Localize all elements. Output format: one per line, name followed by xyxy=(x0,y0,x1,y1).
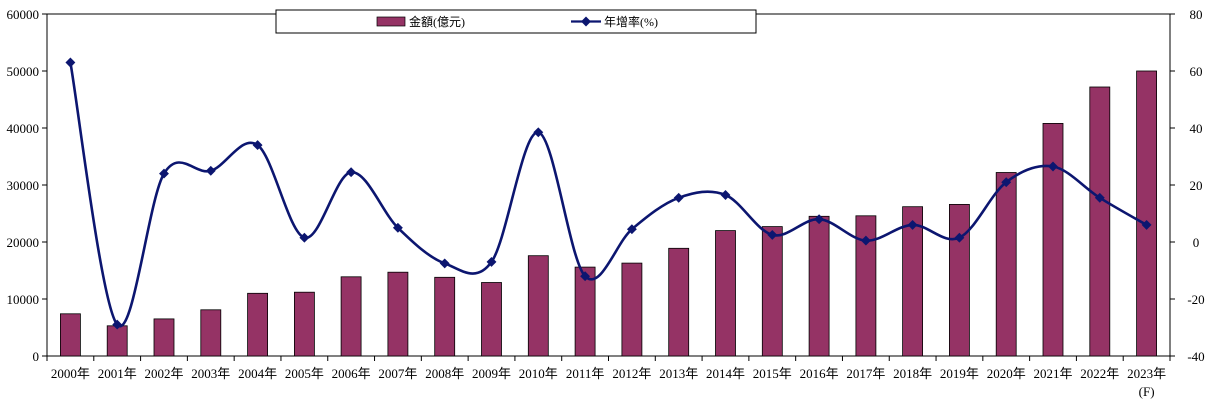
x-axis-category-label: 2005年 xyxy=(285,366,324,381)
x-axis-category-label: 2002年 xyxy=(144,366,183,381)
line-point-marker xyxy=(1094,192,1105,203)
line-point-marker xyxy=(1048,161,1058,172)
bar xyxy=(574,266,596,357)
left-axis-tick-label: 20000 xyxy=(7,235,40,250)
line-point-marker xyxy=(580,271,591,282)
right-axis-tick-label: 80 xyxy=(1190,7,1203,22)
bar xyxy=(902,206,923,357)
left-axis-tick-label: 40000 xyxy=(7,121,40,136)
line-point-marker xyxy=(720,190,731,200)
legend-line-label: 年增率(%) xyxy=(604,14,658,29)
line-point-marker xyxy=(533,127,544,138)
bar xyxy=(200,309,222,357)
line-point-marker xyxy=(486,256,497,267)
x-axis-category-label: 2009年 xyxy=(472,366,511,381)
bar xyxy=(668,247,690,357)
x-axis-category-label: 2021年 xyxy=(1033,366,1072,381)
line-point-marker xyxy=(860,235,871,246)
line-point-marker xyxy=(1141,219,1152,230)
x-axis-category-label: 2000年 xyxy=(51,366,90,381)
x-axis-category-label: 2020年 xyxy=(987,366,1026,381)
x-axis-category-label: 2022年 xyxy=(1080,366,1119,381)
axes: 0 10000 20000 30000 40000 50000 60000 -40 -20 0 20… xyxy=(7,7,1205,399)
x-axis-category-label: 2023年 xyxy=(1127,366,1166,381)
left-axis-tick-label: 50000 xyxy=(7,64,40,79)
line-point-marker xyxy=(252,140,263,151)
bar xyxy=(153,318,175,357)
legend: 金額(億元) 年增率(%) xyxy=(275,9,757,34)
x-axis-category-label: 2012年 xyxy=(612,366,651,381)
x-axis-category-label: 2001年 xyxy=(98,366,137,381)
x-axis-category-label: 2010年 xyxy=(519,366,558,381)
bar xyxy=(949,203,970,357)
bar xyxy=(995,172,1017,357)
x-axis-category-label: 2006年 xyxy=(332,366,371,381)
x-axis-category-label: 2016年 xyxy=(800,366,839,381)
bar xyxy=(1042,123,1064,357)
x-axis-category-label: 2019年 xyxy=(940,366,979,381)
right-axis-tick-label: -20 xyxy=(1187,292,1204,307)
line-point-marker xyxy=(159,168,169,179)
bar xyxy=(340,276,362,357)
right-axis-tick-label: 0 xyxy=(1193,235,1200,250)
line-point-marker xyxy=(205,165,216,176)
bar xyxy=(527,255,549,357)
x-axis-category-label: 2017年 xyxy=(846,366,885,381)
right-axis-tick-label: 60 xyxy=(1190,64,1203,79)
left-axis-tick-label: 10000 xyxy=(7,292,40,307)
line-point-marker xyxy=(673,192,684,203)
bar xyxy=(481,282,502,357)
bar xyxy=(855,215,877,357)
forecast-note: (F) xyxy=(1139,384,1155,399)
line-point-marker xyxy=(65,57,76,68)
line-series xyxy=(65,57,1152,330)
x-axis-category-label: 2013年 xyxy=(659,366,698,381)
line-point-marker xyxy=(1001,177,1012,188)
bar xyxy=(434,276,456,357)
bar xyxy=(715,230,736,357)
x-axis-category-label: 2008年 xyxy=(425,366,464,381)
bar xyxy=(761,226,783,357)
legend-line-marker xyxy=(581,16,591,27)
line-point-marker xyxy=(439,258,450,269)
bar xyxy=(60,313,81,357)
line-point-marker xyxy=(767,229,778,240)
bar xyxy=(387,271,409,357)
left-axis-tick-label: 30000 xyxy=(7,178,40,193)
left-axis-tick-label: 0 xyxy=(33,349,40,364)
plot-area-frame xyxy=(46,13,1171,357)
bar-series xyxy=(60,70,1157,357)
right-axis-tick-label: 40 xyxy=(1190,121,1203,136)
bar xyxy=(293,291,315,357)
legend-box xyxy=(275,9,757,34)
line-point-marker xyxy=(392,222,403,233)
line-point-marker xyxy=(814,214,825,225)
x-axis-category-label: 2004年 xyxy=(238,366,277,381)
bar xyxy=(621,262,643,357)
line-point-marker xyxy=(954,232,965,243)
x-axis-category-label: 2015年 xyxy=(753,366,792,381)
right-axis-tick-label: 20 xyxy=(1190,178,1203,193)
x-axis-category-label: 2018年 xyxy=(893,366,932,381)
bar xyxy=(247,292,269,357)
line-point-marker xyxy=(907,219,918,230)
right-axis-tick-label: -40 xyxy=(1187,349,1204,364)
bar xyxy=(106,325,128,357)
x-axis-category-label: 2011年 xyxy=(566,366,605,381)
legend-bar-label: 金額(億元) xyxy=(409,14,465,29)
bar xyxy=(808,215,830,357)
line-point-marker xyxy=(299,232,310,243)
x-axis-category-label: 2014年 xyxy=(706,366,745,381)
line-point-marker xyxy=(346,167,357,178)
bar xyxy=(1136,70,1157,357)
legend-bar-swatch xyxy=(376,16,406,27)
line-point-marker xyxy=(626,224,637,235)
bar xyxy=(1089,86,1111,357)
x-axis-category-label: 2007年 xyxy=(378,366,417,381)
x-axis-category-label: 2003年 xyxy=(191,366,230,381)
left-axis-tick-label: 60000 xyxy=(7,7,40,22)
